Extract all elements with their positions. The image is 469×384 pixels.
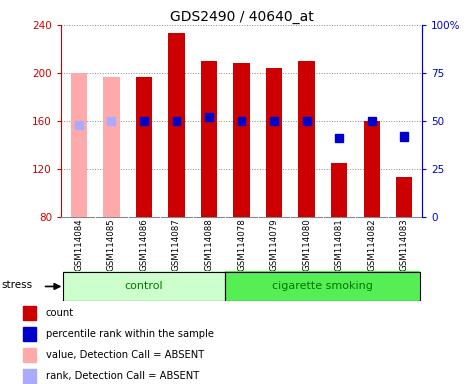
Text: cigarette smoking: cigarette smoking bbox=[272, 281, 373, 291]
Text: GSM114078: GSM114078 bbox=[237, 218, 246, 271]
Text: control: control bbox=[125, 281, 163, 291]
Text: GSM114079: GSM114079 bbox=[270, 218, 279, 271]
Bar bbox=[401, 132, 408, 141]
Bar bbox=[140, 117, 148, 125]
Bar bbox=[234, 63, 250, 217]
Bar bbox=[266, 68, 282, 217]
Text: rank, Detection Call = ABSENT: rank, Detection Call = ABSENT bbox=[46, 371, 199, 381]
Bar bbox=[62, 271, 225, 301]
Bar bbox=[363, 121, 380, 217]
Bar bbox=[205, 113, 213, 121]
Title: GDS2490 / 40640_at: GDS2490 / 40640_at bbox=[170, 10, 313, 24]
Bar bbox=[103, 76, 120, 217]
Bar bbox=[23, 369, 36, 383]
Text: GSM114084: GSM114084 bbox=[75, 218, 83, 271]
Bar bbox=[107, 117, 115, 125]
Text: GSM114087: GSM114087 bbox=[172, 218, 181, 271]
Text: percentile rank within the sample: percentile rank within the sample bbox=[46, 329, 214, 339]
Text: GSM114082: GSM114082 bbox=[367, 218, 376, 271]
Text: GSM114080: GSM114080 bbox=[302, 218, 311, 271]
Text: count: count bbox=[46, 308, 74, 318]
Bar bbox=[23, 348, 36, 362]
Bar bbox=[75, 121, 83, 129]
Text: GSM114088: GSM114088 bbox=[204, 218, 213, 271]
Bar bbox=[136, 76, 152, 217]
Bar bbox=[303, 117, 310, 125]
Text: GSM114083: GSM114083 bbox=[400, 218, 408, 271]
Bar bbox=[298, 61, 315, 217]
Bar bbox=[331, 163, 347, 217]
Text: stress: stress bbox=[1, 280, 32, 290]
Bar bbox=[396, 177, 412, 217]
Bar bbox=[368, 117, 376, 125]
Bar bbox=[225, 272, 421, 301]
Bar bbox=[225, 271, 421, 301]
Bar bbox=[23, 306, 36, 320]
Text: GSM114081: GSM114081 bbox=[335, 218, 344, 271]
Bar bbox=[335, 134, 343, 142]
Text: GSM114085: GSM114085 bbox=[107, 218, 116, 271]
Bar bbox=[62, 272, 225, 301]
Bar bbox=[23, 327, 36, 341]
Bar bbox=[71, 73, 87, 217]
Bar bbox=[270, 117, 278, 125]
Bar bbox=[168, 33, 185, 217]
Bar bbox=[238, 117, 245, 125]
Text: GSM114086: GSM114086 bbox=[139, 218, 148, 271]
Text: value, Detection Call = ABSENT: value, Detection Call = ABSENT bbox=[46, 350, 204, 360]
Bar bbox=[173, 117, 181, 125]
Bar bbox=[201, 61, 217, 217]
